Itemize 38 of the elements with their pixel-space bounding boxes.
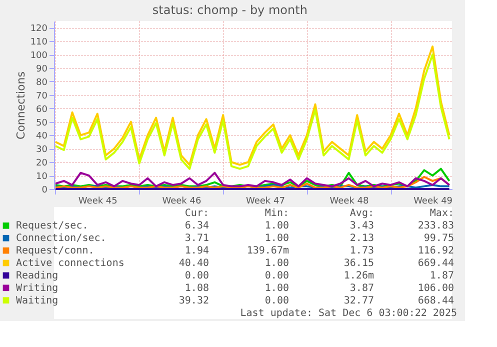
y-tick-label: 10 xyxy=(36,172,48,182)
legend-label: Writing xyxy=(16,282,58,294)
y-tick-label: 60 xyxy=(36,104,48,115)
x-tick-label: Week 45 xyxy=(78,196,118,206)
legend-label: Active connections xyxy=(16,258,124,269)
legend-label: Waiting xyxy=(16,295,58,306)
text: 40.40 1.00 36.15 669.44 xyxy=(178,258,454,269)
chart-title: status: chomp - by month xyxy=(152,3,308,17)
text: Cur: Min: Avg: Max: xyxy=(184,208,454,220)
x-tick-label: Week 46 xyxy=(162,196,202,206)
x-tick-label: Week 47 xyxy=(246,196,285,206)
text: 39.32 0.00 32.77 668.44 xyxy=(178,295,454,306)
y-tick-label: 20 xyxy=(36,158,48,169)
y-tick-label: 70 xyxy=(36,91,48,102)
y-axis-title: Connections xyxy=(14,71,28,140)
y-tick-label: 0 xyxy=(42,186,48,196)
y-tick-label: 40 xyxy=(36,132,48,142)
text: 1.08 1.00 3.87 106.00 xyxy=(184,282,454,294)
y-tick-label: 120 xyxy=(30,24,48,34)
y-tick-label: 80 xyxy=(36,78,48,88)
y-tick-label: 100 xyxy=(30,51,48,62)
text: 1.94 139.67m 1.73 116.92 xyxy=(184,246,454,257)
legend-label: Connection/sec. xyxy=(16,233,106,244)
y-tick-label: 30 xyxy=(36,145,48,156)
text: 0.00 0.00 1.26m 1.87 xyxy=(184,270,454,282)
y-tick-label: 50 xyxy=(36,118,48,128)
legend-label: Request/sec. xyxy=(16,220,88,232)
line-series xyxy=(54,168,450,188)
line-series xyxy=(54,172,450,188)
y-tick-label: 90 xyxy=(36,64,48,75)
legend-label: Reading xyxy=(16,270,58,282)
text: 6.34 1.00 3.43 233.83 xyxy=(184,220,454,232)
x-tick-label: Week 48 xyxy=(330,196,370,206)
y-tick-label: 110 xyxy=(30,38,48,48)
legend-label: Request/conn. xyxy=(16,246,94,257)
text: Last update: Sat Dec 6 03:00:22 2025 xyxy=(240,308,457,319)
text: 3.71 1.00 2.13 99.75 xyxy=(184,233,454,244)
x-tick-label: Week 49 xyxy=(414,196,453,206)
